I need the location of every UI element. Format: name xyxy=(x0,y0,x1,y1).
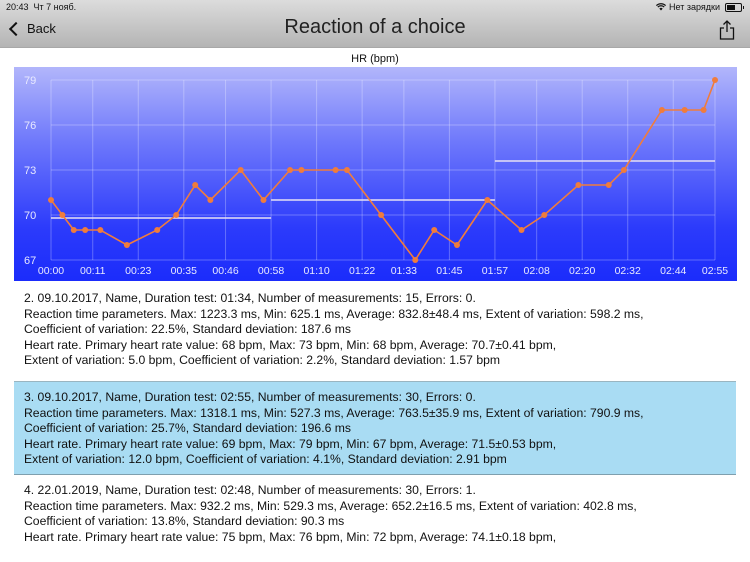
x-tick-label: 01:45 xyxy=(436,265,462,277)
battery-text: Нет зарядки xyxy=(669,2,720,12)
x-tick-label: 02:55 xyxy=(702,265,728,277)
data-point xyxy=(378,212,385,218)
back-button[interactable]: Back xyxy=(8,21,56,36)
x-tick-label: 02:20 xyxy=(569,265,595,277)
record-line: Coefficient of variation: 13.8%, Standar… xyxy=(24,514,345,529)
data-point xyxy=(453,242,460,248)
record-line: 2. 09.10.2017, Name, Duration test: 01:3… xyxy=(24,291,476,305)
data-point xyxy=(712,77,718,83)
data-point xyxy=(123,242,130,248)
battery-icon xyxy=(725,2,744,12)
record-line: Extent of variation: 12.0 bpm, Coefficie… xyxy=(24,452,507,467)
record-line: Heart rate. Primary heart rate value: 69… xyxy=(24,436,557,451)
y-tick-label: 76 xyxy=(24,120,36,132)
data-point xyxy=(700,107,707,113)
data-point xyxy=(207,197,214,203)
data-point xyxy=(681,107,688,113)
record-line: Reaction time parameters. Max: 932.2 ms,… xyxy=(24,498,637,513)
y-tick-label: 73 xyxy=(24,165,36,177)
hr-line xyxy=(50,79,716,262)
data-point xyxy=(82,227,89,233)
record-line: Reaction time parameters. Max: 1223.3 ms… xyxy=(24,306,644,321)
data-point xyxy=(518,227,525,233)
data-point xyxy=(605,182,612,188)
data-point xyxy=(287,167,294,173)
y-tick-label: 79 xyxy=(24,75,36,87)
data-point xyxy=(412,257,419,263)
page-title: Reaction of a choice xyxy=(284,16,466,38)
hr-chart: 79 76 73 70 67 00:00 00:11 00:23 00:35 00:46 00:58… xyxy=(14,67,737,281)
record-line: Heart rate. Primary heart rate value: 75… xyxy=(24,529,557,544)
back-label: Back xyxy=(27,21,56,36)
x-tick-label: 00:00 xyxy=(38,265,64,277)
data-point xyxy=(343,167,350,173)
data-point xyxy=(658,107,665,113)
data-point xyxy=(173,212,180,218)
data-point xyxy=(484,197,491,203)
x-tick-label: 00:35 xyxy=(171,265,197,277)
x-tick-label: 00:58 xyxy=(258,265,284,277)
y-tick-label: 70 xyxy=(24,210,36,222)
share-icon[interactable] xyxy=(718,20,736,40)
data-point xyxy=(237,167,244,173)
record-item[interactable]: 4. 22.01.2019, Name, Duration test: 02:4… xyxy=(0,475,750,549)
records-list: 2. 09.10.2017, Name, Duration test: 01:3… xyxy=(0,288,750,549)
status-right: Нет зарядки xyxy=(656,2,744,12)
data-point xyxy=(575,182,582,188)
x-tick-label: 02:08 xyxy=(524,265,550,277)
record-line: Heart rate. Primary heart rate value: 68… xyxy=(24,337,557,352)
record-line: Reaction time parameters. Max: 1318.1 ms… xyxy=(24,405,644,420)
record-line: 4. 22.01.2019, Name, Duration test: 02:4… xyxy=(24,482,476,497)
x-tick-label: 00:11 xyxy=(80,265,106,277)
record-line: Coefficient of variation: 25.7%, Standar… xyxy=(24,421,352,436)
x-tick-label: 01:33 xyxy=(391,265,417,277)
wifi-icon xyxy=(656,3,667,11)
data-point xyxy=(541,212,548,218)
y-tick-label: 67 xyxy=(24,255,36,267)
x-tick-label: 00:23 xyxy=(125,265,151,277)
data-point xyxy=(431,227,438,233)
record-line: 3. 09.10.2017, Name, Duration test: 02:5… xyxy=(24,390,476,404)
data-point xyxy=(620,167,627,173)
data-point xyxy=(192,182,199,188)
x-tick-label: 01:10 xyxy=(303,265,329,277)
record-line: Extent of variation: 5.0 bpm, Coefficien… xyxy=(24,353,501,368)
x-tick-label: 00:46 xyxy=(212,265,238,277)
record-line: Coefficient of variation: 22.5%, Standar… xyxy=(24,322,352,337)
data-point xyxy=(260,197,267,203)
clock: 20:43 xyxy=(6,2,29,12)
data-point xyxy=(154,227,161,233)
x-tick-label: 02:32 xyxy=(615,265,641,277)
x-tick-label: 02:44 xyxy=(660,265,686,277)
record-item[interactable]: 2. 09.10.2017, Name, Duration test: 01:3… xyxy=(0,288,750,381)
status-time: 20:43 Чт 7 нояб. xyxy=(6,2,76,12)
data-point xyxy=(48,197,54,203)
data-point xyxy=(70,227,77,233)
data-point xyxy=(97,227,104,233)
record-item-selected[interactable]: 3. 09.10.2017, Name, Duration test: 02:5… xyxy=(14,381,736,475)
data-point xyxy=(298,167,305,173)
data-point xyxy=(332,167,339,173)
status-date: Чт 7 нояб. xyxy=(33,2,77,12)
x-tick-label: 01:22 xyxy=(349,265,375,277)
navigation-bar: 20:43 Чт 7 нояб. Нет зарядки Back Reacti… xyxy=(0,0,750,48)
chart-title: HR (bpm) xyxy=(351,53,399,65)
data-point xyxy=(59,212,66,218)
x-tick-label: 01:57 xyxy=(482,265,508,277)
